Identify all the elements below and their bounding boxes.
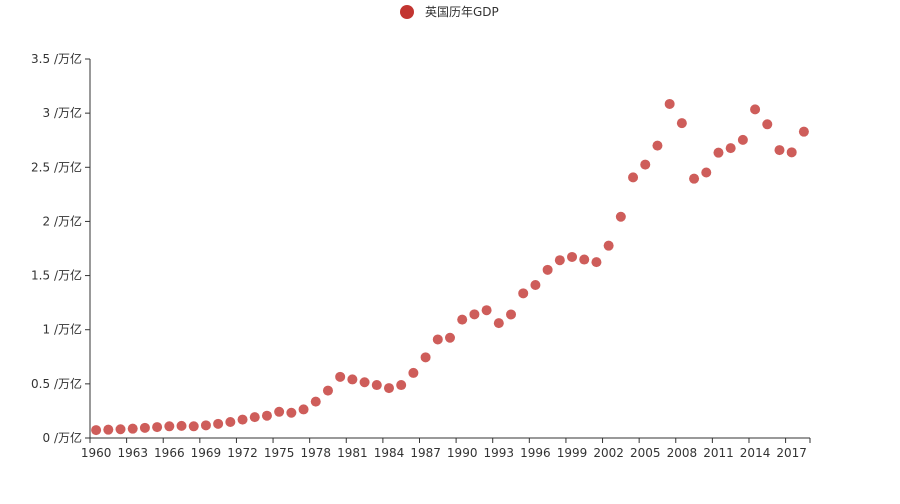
- legend[interactable]: 英国历年GDP: [400, 5, 499, 19]
- x-tick-label: 1960: [81, 446, 112, 460]
- data-point: [506, 309, 517, 320]
- data-point: [603, 240, 614, 251]
- x-tick-label: 1966: [154, 446, 185, 460]
- data-point: [652, 140, 663, 151]
- y-tick-label: 3 /万亿: [43, 105, 83, 120]
- legend-marker[interactable]: [400, 5, 414, 19]
- data-point: [164, 421, 175, 432]
- data-point: [188, 421, 199, 432]
- x-tick-label: 1993: [484, 446, 515, 460]
- data-point: [640, 159, 651, 170]
- data-point: [152, 422, 163, 433]
- data-point: [213, 418, 224, 429]
- x-tick-label: 1981: [337, 446, 368, 460]
- x-tick-label: 1987: [410, 446, 441, 460]
- x-tick-label: 1978: [300, 446, 331, 460]
- x-tick-label: 1963: [117, 446, 148, 460]
- data-point: [237, 414, 248, 425]
- x-axis: 1960 1963 1966 1969 1972 1975 1978 1981 1984 1987…: [81, 437, 811, 460]
- data-point: [274, 406, 285, 417]
- data-point: [676, 118, 687, 129]
- data-point: [286, 407, 297, 418]
- x-tick-label: 1999: [557, 446, 588, 460]
- data-point: [359, 377, 370, 388]
- y-tick-label: 2.5 /万亿: [31, 159, 82, 174]
- data-point: [91, 425, 102, 436]
- data-point: [481, 305, 492, 316]
- data-point: [530, 279, 541, 290]
- data-point: [322, 385, 333, 396]
- y-tick-label: 1.5 /万亿: [31, 268, 82, 283]
- data-point: [725, 143, 736, 154]
- data-point: [127, 423, 138, 434]
- x-tick-label: 1996: [520, 446, 551, 460]
- data-point: [249, 412, 260, 423]
- y-tick-label: 0 /万亿: [43, 430, 83, 445]
- data-point: [615, 211, 626, 222]
- x-tick-label: 2011: [703, 446, 734, 460]
- y-tick-label: 0.5 /万亿: [31, 376, 82, 391]
- x-tick-label: 2014: [740, 446, 771, 460]
- data-point: [701, 167, 712, 178]
- data-point: [554, 255, 565, 266]
- data-point: [567, 251, 578, 262]
- y-tick-label: 1 /万亿: [43, 322, 83, 337]
- data-point: [762, 119, 773, 130]
- data-point: [786, 147, 797, 158]
- y-tick-label: 3.5 /万亿: [31, 51, 82, 66]
- x-tick-label: 1990: [447, 446, 478, 460]
- data-point: [493, 318, 504, 329]
- data-point: [115, 424, 126, 435]
- data-point: [139, 422, 150, 433]
- data-point: [445, 332, 455, 343]
- x-tick-label: 1975: [264, 446, 295, 460]
- data-point: [774, 145, 785, 156]
- data-point: [457, 314, 468, 325]
- data-point: [432, 334, 443, 345]
- x-tick-label: 2017: [776, 446, 807, 460]
- data-point: [371, 380, 382, 391]
- data-point: [408, 367, 419, 378]
- data-point: [176, 420, 187, 431]
- data-point: [737, 134, 748, 145]
- data-point: [347, 374, 358, 385]
- data-point: [518, 288, 529, 299]
- x-tick-label: 1969: [191, 446, 222, 460]
- data-point: [103, 424, 114, 435]
- data-point: [591, 257, 602, 268]
- x-tick-label: 2005: [630, 446, 661, 460]
- data-point: [310, 396, 321, 407]
- data-point: [713, 147, 724, 158]
- data-point: [200, 420, 211, 431]
- data-point: [335, 371, 346, 382]
- data-point: [579, 254, 590, 265]
- data-point: [798, 126, 809, 137]
- x-tick-label: 1984: [374, 446, 405, 460]
- y-tick-label: 2 /万亿: [43, 213, 83, 228]
- x-tick-label: 1972: [227, 446, 258, 460]
- data-point: [261, 410, 272, 421]
- x-tick-label: 2008: [667, 446, 698, 460]
- data-point: [298, 404, 309, 415]
- y-axis: 0 /万亿 0.5 /万亿 1 /万亿 1.5 /万亿 2 /万亿 2.5 /万亿 3 /万…: [31, 51, 91, 445]
- data-point: [689, 173, 700, 184]
- data-point: [396, 380, 407, 391]
- data-point: [628, 172, 639, 183]
- data-point: [664, 98, 675, 109]
- data-point: [383, 383, 394, 394]
- data-point: [542, 264, 553, 275]
- data-point: [225, 416, 236, 427]
- data-point: [420, 352, 431, 363]
- x-tick-label: 2002: [593, 446, 624, 460]
- data-points: [91, 98, 809, 436]
- legend-label[interactable]: 英国历年GDP: [425, 5, 499, 19]
- data-point: [469, 309, 480, 320]
- data-point: [750, 104, 761, 115]
